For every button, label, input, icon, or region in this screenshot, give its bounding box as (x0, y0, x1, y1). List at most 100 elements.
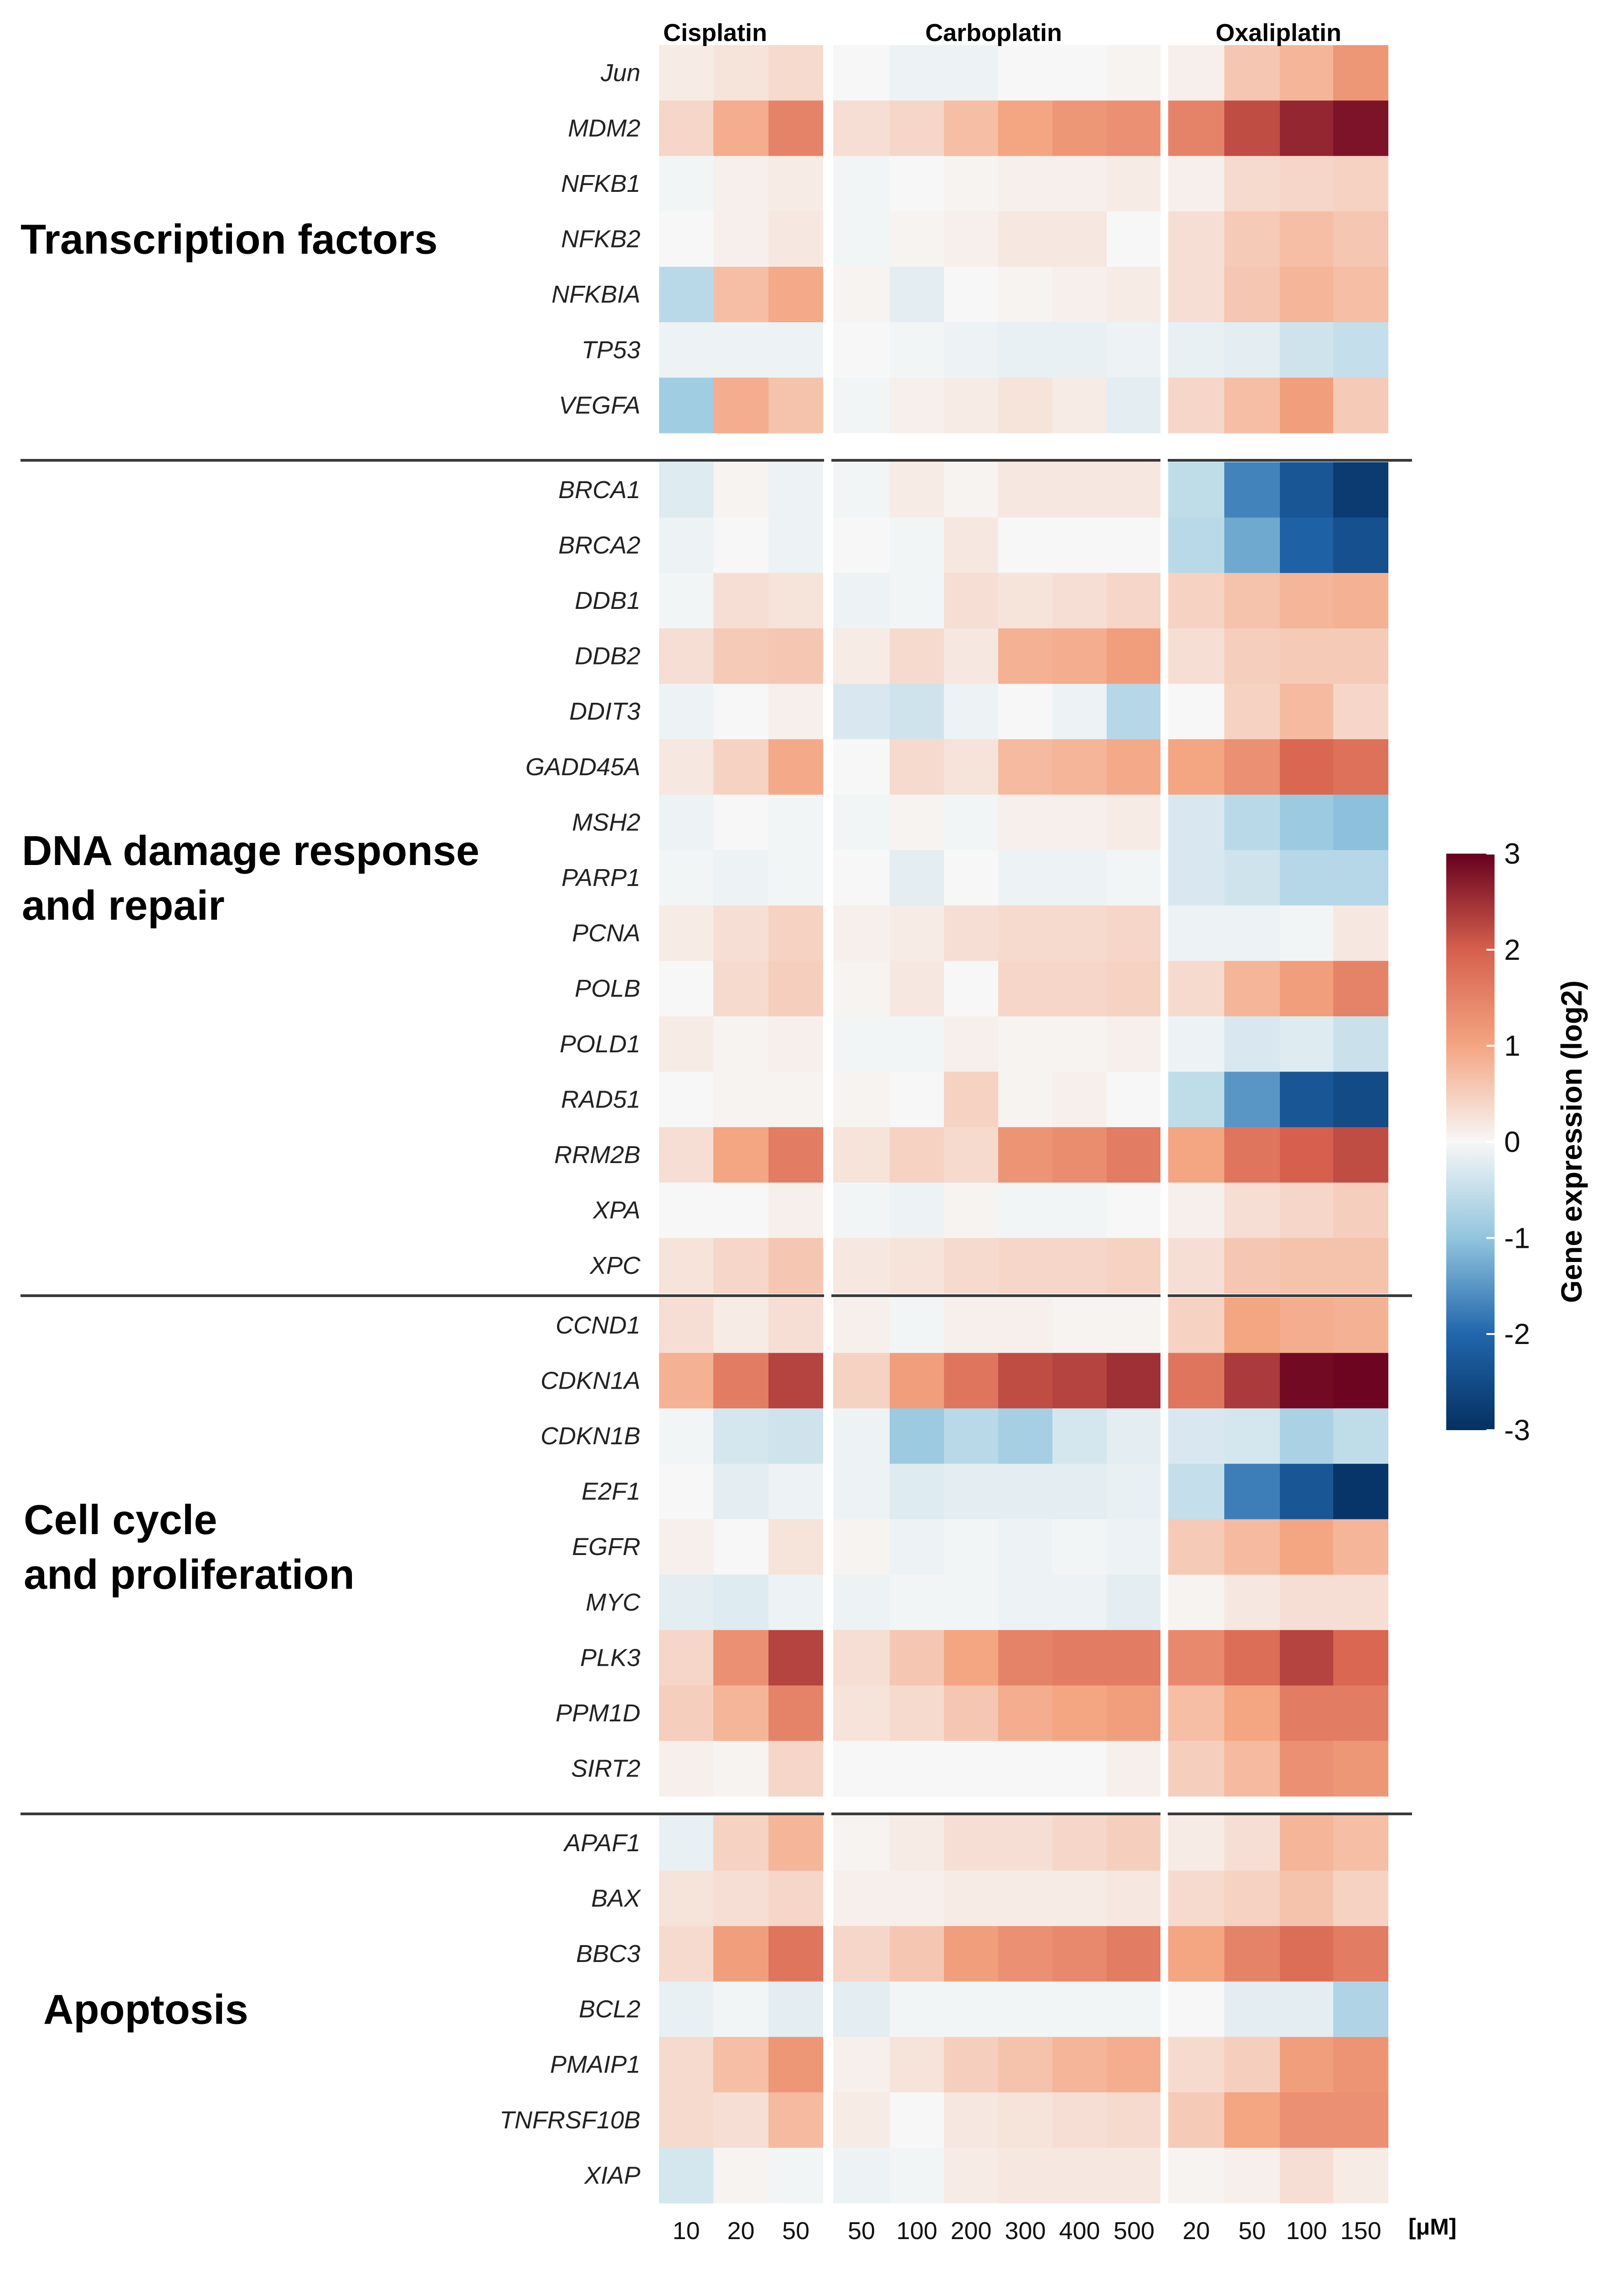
cell-nfkb2-carboplatin-200 (944, 211, 998, 267)
cell-tnfrsf10b-cisplatin-50 (768, 2092, 823, 2148)
cell-brca2-carboplatin-300 (998, 517, 1052, 573)
cell-rrm2b-carboplatin-50 (833, 1127, 890, 1183)
cell-rad51-carboplatin-300 (998, 1071, 1052, 1128)
cell-gadd45a-oxaliplatin-100 (1280, 739, 1333, 795)
cell-sirt2-carboplatin-200 (944, 1741, 998, 1797)
cell-xiap-carboplatin-400 (1052, 2147, 1107, 2204)
cell-nfkbia-carboplatin-100 (890, 267, 944, 323)
cell-ppm1d-oxaliplatin-150 (1333, 1685, 1388, 1741)
cell-vegfa-carboplatin-500 (1107, 377, 1161, 433)
cell-tnfrsf10b-cisplatin-20 (713, 2092, 768, 2148)
cell-egfr-carboplatin-500 (1107, 1519, 1161, 1575)
cell-pmaip1-oxaliplatin-100 (1280, 2037, 1333, 2093)
cell-parp1-carboplatin-300 (998, 850, 1052, 906)
cell-myc-cisplatin-10 (659, 1575, 713, 1631)
cell-apaf1-cisplatin-10 (659, 1815, 713, 1871)
cell-plk3-carboplatin-400 (1052, 1630, 1107, 1686)
cell-rad51-oxaliplatin-150 (1333, 1071, 1388, 1128)
dose-labels: 10 20 50 50 100 200 300 400 500 20 50 100 150 (672, 2217, 1381, 2245)
cell-plk3-cisplatin-50 (768, 1630, 823, 1686)
cell-vegfa-carboplatin-400 (1052, 377, 1107, 433)
cell-bcl2-carboplatin-50 (833, 1981, 890, 2037)
gene-label-e2f1: E2F1 (582, 1478, 640, 1505)
cell-xpa-carboplatin-400 (1052, 1182, 1107, 1238)
cell-egfr-oxaliplatin-100 (1280, 1519, 1333, 1575)
cell-plk3-oxaliplatin-50 (1224, 1630, 1280, 1686)
cell-pcna-carboplatin-100 (890, 905, 944, 961)
cell-rad51-oxaliplatin-100 (1280, 1071, 1333, 1128)
cell-msh2-cisplatin-10 (659, 794, 713, 850)
cell-brca2-oxaliplatin-50 (1224, 517, 1280, 573)
cell-xpc-oxaliplatin-150 (1333, 1238, 1388, 1294)
cell-msh2-carboplatin-100 (890, 794, 944, 850)
cell-parp1-carboplatin-200 (944, 850, 998, 906)
cell-msh2-carboplatin-200 (944, 794, 998, 850)
cell-cdkn1a-carboplatin-50 (833, 1353, 890, 1409)
cell-cdkn1b-carboplatin-100 (890, 1408, 944, 1464)
cell-parp1-cisplatin-20 (713, 850, 768, 906)
cell-parp1-carboplatin-500 (1107, 850, 1161, 906)
cell-vegfa-cisplatin-10 (659, 377, 713, 433)
cell-xpa-carboplatin-500 (1107, 1182, 1161, 1238)
cell-cdkn1a-cisplatin-20 (713, 1353, 768, 1409)
cell-xiap-carboplatin-100 (890, 2147, 944, 2204)
legend-tick-label-3: 0 (1504, 1126, 1521, 1159)
group-label-cell-cycle-and-proliferation-line2: and proliferation (24, 1551, 355, 1598)
cell-bax-oxaliplatin-20 (1168, 1870, 1224, 1926)
cell-brca1-carboplatin-100 (890, 462, 944, 518)
gene-label-ddit3: DDIT3 (569, 698, 640, 725)
cell-nfkbia-oxaliplatin-50 (1224, 267, 1280, 323)
cell-ddit3-carboplatin-50 (833, 684, 890, 740)
cell-pold1-cisplatin-20 (713, 1016, 768, 1072)
group-label-cell-cycle-and-proliferation-line1: Cell cycle (24, 1497, 217, 1543)
cell-ppm1d-carboplatin-300 (998, 1685, 1052, 1741)
cell-cdkn1a-carboplatin-100 (890, 1353, 944, 1409)
group-separators (21, 45, 1412, 2221)
cell-mdm2-cisplatin-10 (659, 100, 713, 156)
cell-egfr-oxaliplatin-150 (1333, 1519, 1388, 1575)
cell-rrm2b-cisplatin-10 (659, 1127, 713, 1183)
cell-ccnd1-cisplatin-10 (659, 1298, 713, 1354)
cell-egfr-carboplatin-200 (944, 1519, 998, 1575)
cell-e2f1-oxaliplatin-20 (1168, 1463, 1224, 1519)
gene-label-nfkb2: NFKB2 (561, 226, 640, 253)
cell-nfkb1-carboplatin-50 (833, 156, 890, 212)
cell-cdkn1b-oxaliplatin-150 (1333, 1408, 1388, 1464)
gene-label-vegfa: VEGFA (559, 391, 640, 419)
cell-rad51-cisplatin-10 (659, 1071, 713, 1128)
legend-tick-label-6: -3 (1504, 1414, 1530, 1447)
cell-e2f1-cisplatin-50 (768, 1463, 823, 1519)
cell-brca2-carboplatin-100 (890, 517, 944, 573)
group-labels: Transcription factors DNA damage response… (21, 216, 479, 2033)
cell-cdkn1a-oxaliplatin-100 (1280, 1353, 1333, 1409)
cell-e2f1-carboplatin-100 (890, 1463, 944, 1519)
cell-nfkb1-oxaliplatin-50 (1224, 156, 1280, 212)
cell-xpa-oxaliplatin-100 (1280, 1182, 1333, 1238)
cell-rrm2b-oxaliplatin-100 (1280, 1127, 1333, 1183)
cell-msh2-carboplatin-50 (833, 794, 890, 850)
cell-bcl2-carboplatin-200 (944, 1981, 998, 2037)
cell-xpa-carboplatin-100 (890, 1182, 944, 1238)
cell-parp1-carboplatin-50 (833, 850, 890, 906)
cell-egfr-carboplatin-100 (890, 1519, 944, 1575)
gene-label-rrm2b: RRM2B (554, 1141, 640, 1169)
cell-nfkbia-cisplatin-50 (768, 267, 823, 323)
cell-cdkn1b-oxaliplatin-50 (1224, 1408, 1280, 1464)
cell-xpa-cisplatin-50 (768, 1182, 823, 1238)
cell-myc-cisplatin-20 (713, 1575, 768, 1631)
cell-rad51-carboplatin-200 (944, 1071, 998, 1128)
cell-apaf1-carboplatin-100 (890, 1815, 944, 1871)
cell-apaf1-cisplatin-50 (768, 1815, 823, 1871)
cell-cdkn1a-oxaliplatin-50 (1224, 1353, 1280, 1409)
cell-rad51-carboplatin-50 (833, 1071, 890, 1128)
cell-nfkb2-oxaliplatin-100 (1280, 211, 1333, 267)
gene-label-ppm1d: PPM1D (556, 1699, 640, 1727)
cell-mdm2-carboplatin-300 (998, 100, 1052, 156)
drug-labels: Cisplatin Carboplatin Oxaliplatin (663, 19, 1341, 46)
cell-xiap-carboplatin-200 (944, 2147, 998, 2204)
cell-xiap-cisplatin-20 (713, 2147, 768, 2204)
cell-nfkbia-carboplatin-50 (833, 267, 890, 323)
cell-sirt2-oxaliplatin-20 (1168, 1741, 1224, 1797)
gene-label-pmaip1: PMAIP1 (550, 2051, 640, 2078)
cell-tp53-cisplatin-50 (768, 322, 823, 378)
